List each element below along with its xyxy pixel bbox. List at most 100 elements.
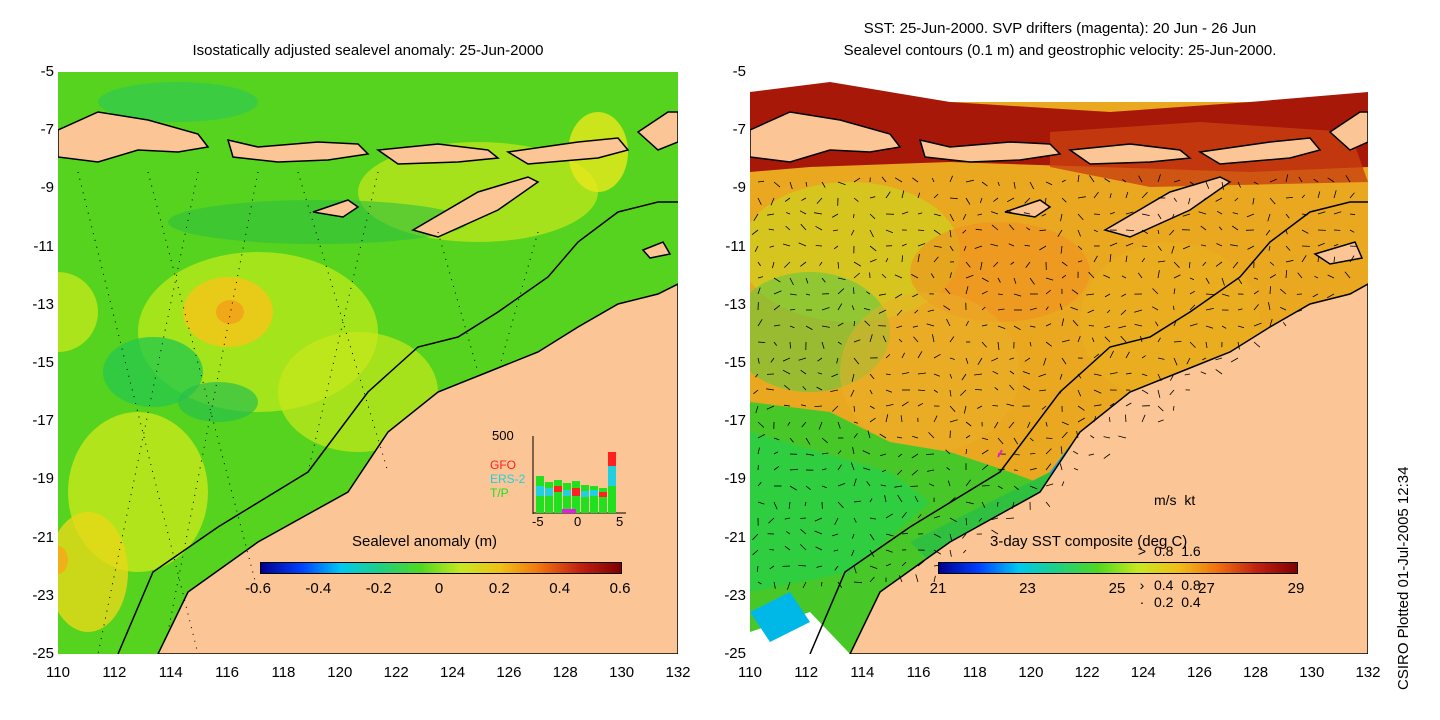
velocity-vector — [799, 210, 807, 215]
velocity-vector — [1125, 211, 1134, 215]
velocity-vector — [1118, 435, 1127, 439]
velocity-vector — [1061, 357, 1067, 365]
velocity-vector — [1057, 229, 1063, 238]
velocity-vector — [773, 501, 778, 510]
velocity-vector — [833, 549, 839, 552]
velocity-vector — [869, 229, 874, 238]
velocity-vector — [965, 261, 971, 268]
velocity-vector — [898, 338, 903, 343]
velocity-vector — [1061, 179, 1066, 183]
velocity-vector — [885, 414, 889, 423]
velocity-vector — [1104, 178, 1111, 183]
velocity-vector — [789, 468, 798, 471]
velocity-vector — [1045, 421, 1048, 427]
velocity-vector — [981, 277, 989, 282]
velocity-vector — [949, 405, 956, 412]
velocity-vector — [994, 387, 999, 391]
velocity-vector — [837, 277, 846, 280]
velocity-vector — [869, 389, 873, 395]
velocity-vector — [1039, 389, 1047, 392]
velocity-arrow-icon: · — [1139, 594, 1145, 610]
velocity-vector — [1090, 435, 1095, 439]
velocity-vector — [901, 352, 905, 359]
velocity-vector — [821, 181, 826, 188]
velocity-vector — [770, 357, 775, 363]
velocity-vector — [928, 483, 935, 487]
velocity-vector — [896, 436, 903, 439]
colorbar-tick-label: -0.6 — [245, 580, 271, 597]
velocity-vector — [784, 197, 791, 202]
velocity-vector — [949, 496, 956, 503]
x-tick-label: 112 — [794, 664, 819, 681]
histogram-legend: GFO ERS-2 T/P — [490, 458, 525, 500]
velocity-vector — [949, 533, 953, 542]
velocity-vector — [837, 450, 842, 455]
velocity-vector — [851, 373, 855, 382]
velocity-vector — [773, 465, 780, 471]
velocity-vector — [1152, 288, 1159, 295]
velocity-vector — [1041, 213, 1047, 217]
velocity-vector — [1061, 481, 1065, 487]
velocity-vector — [1312, 293, 1319, 298]
velocity-vector — [884, 495, 887, 503]
velocity-vector — [1237, 341, 1240, 350]
velocity-legend-value: 0.8 1.6 — [1154, 543, 1201, 559]
velocity-legend-row: › 0.4 0.8 — [1130, 577, 1201, 594]
velocity-vector — [831, 533, 839, 537]
velocity-vector — [949, 373, 953, 379]
velocity-vector — [757, 434, 765, 439]
velocity-vector — [1205, 325, 1214, 329]
y-tick-label: -15 — [724, 354, 746, 371]
velocity-vector — [1141, 373, 1148, 377]
y-tick-label: -7 — [732, 121, 746, 139]
velocity-vector — [1285, 174, 1289, 183]
velocity-vector — [1137, 272, 1143, 279]
x-tick-label: 122 — [1074, 664, 1100, 681]
velocity-vector — [1215, 369, 1223, 375]
velocity-vector — [833, 245, 839, 250]
colorbar-tick-label: -0.2 — [365, 580, 392, 597]
velocity-vector — [1141, 257, 1146, 263]
velocity-vector — [853, 478, 857, 487]
velocity-vector — [997, 325, 1006, 329]
velocity-vector — [869, 517, 876, 520]
velocity-vector — [1189, 181, 1195, 185]
velocity-vector — [963, 405, 967, 414]
velocity-vector — [805, 277, 809, 284]
velocity-vector — [784, 261, 791, 268]
velocity-vector — [772, 261, 775, 269]
velocity-vector — [1060, 213, 1063, 222]
y-tick-label: -13 — [724, 295, 746, 313]
velocity-vector — [757, 501, 765, 505]
velocity-vector — [766, 388, 775, 391]
velocity-vector — [1024, 197, 1031, 204]
colorbar-tick-label: 0 — [434, 580, 444, 597]
velocity-vector — [1253, 181, 1259, 185]
velocity-vector — [783, 404, 791, 407]
velocity-vector — [1173, 261, 1180, 268]
velocity-vector — [805, 453, 814, 456]
velocity-vector — [963, 549, 967, 554]
velocity-vector — [853, 581, 863, 584]
velocity-vector — [931, 177, 935, 183]
velocity-vector — [885, 373, 891, 376]
velocity-vector — [757, 581, 762, 585]
velocity-vector — [965, 435, 971, 439]
velocity-vector — [1061, 318, 1065, 327]
velocity-vector — [981, 464, 989, 471]
velocity-vector — [949, 213, 955, 222]
velocity-vector — [1285, 245, 1291, 251]
histogram-x-tick: -5 — [532, 514, 544, 529]
velocity-vector — [1221, 181, 1224, 190]
velocity-vector — [1205, 277, 1210, 284]
velocity-vector — [1025, 261, 1031, 268]
velocity-vector — [981, 324, 988, 327]
velocity-vector — [1045, 483, 1054, 487]
velocity-vector — [933, 193, 939, 199]
velocity-vector — [1157, 357, 1165, 360]
velocity-vector — [901, 243, 907, 247]
velocity-vector — [1237, 308, 1243, 311]
velocity-vector — [757, 357, 760, 364]
y-tick-label: -9 — [40, 179, 54, 197]
velocity-vector — [757, 341, 766, 343]
